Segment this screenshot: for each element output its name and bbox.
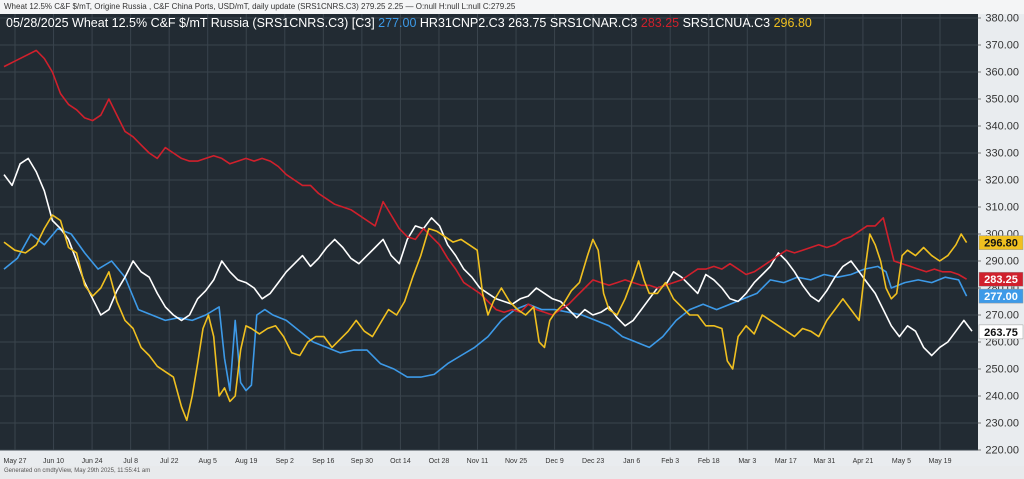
legend-value-1: 277.00 <box>378 16 416 30</box>
chart-info-bar: Wheat 12.5% C&F $/mT, Origine Russia , C… <box>0 0 1024 14</box>
x-tick-label: Oct 14 <box>390 458 411 465</box>
series-line-hr31cnp2-c3 <box>3 157 973 357</box>
x-tick-label: Nov 25 <box>505 458 527 465</box>
y-tick-label: 250.00 <box>985 364 1019 376</box>
last-value-tag-bg <box>978 271 1024 287</box>
last-value-tag: 296.80 <box>984 238 1018 250</box>
y-tick-label: 380.00 <box>985 14 1019 25</box>
series-line-srs1cnua-c3 <box>3 214 968 422</box>
x-tick-label: May 19 <box>929 458 952 465</box>
x-tick-label: Nov 11 <box>467 458 489 465</box>
x-tick-label: Mar 31 <box>813 458 835 465</box>
last-value-tag-bg <box>978 288 1024 304</box>
last-value-tags: 277.00 263.75 283.25 296.80 <box>978 235 1024 340</box>
legend-symbol-2: HR31CNP2.C3 <box>420 16 505 30</box>
y-tick-label: 260.00 <box>985 337 1019 349</box>
x-tick-label: Mar 17 <box>775 458 797 465</box>
y-tick-label: 330.00 <box>985 148 1019 160</box>
last-value-tag: 277.00 <box>984 291 1018 303</box>
last-value-tag: 263.75 <box>984 327 1018 339</box>
x-axis-tick-labels: May 27 Jun 10 Jun 24 Jul 8 Jul 22 Aug 5 Aug 19… <box>4 458 952 465</box>
x-tick-label: Jan 6 <box>623 458 640 465</box>
x-tick-label: Sep 16 <box>312 458 334 465</box>
x-tick-label: Dec 9 <box>545 458 563 465</box>
last-value-tag-bg <box>978 235 1024 250</box>
y-tick-label: 310.00 <box>985 202 1019 214</box>
y-tick-label: 340.00 <box>985 121 1019 133</box>
x-tick-label: Sep 2 <box>276 458 294 465</box>
legend-symbol-4: SRS1CNUA.C3 <box>683 16 771 30</box>
y-tick-label: 370.00 <box>985 40 1019 52</box>
legend-value-4: 296.80 <box>774 16 812 30</box>
y-tick-label: 320.00 <box>985 175 1019 187</box>
x-tick-label: May 5 <box>892 458 911 465</box>
x-tick-label: Apr 21 <box>853 458 874 465</box>
legend-value-2: 263.75 <box>508 16 546 30</box>
x-tick-label: Mar 3 <box>738 458 756 465</box>
y-tick-label: 270.00 <box>985 310 1019 322</box>
x-tick-label: Aug 19 <box>235 458 257 465</box>
last-value-tag-bg <box>978 324 1024 340</box>
x-tick-label: Feb 3 <box>661 458 679 465</box>
x-tick-label: Jul 22 <box>160 458 179 465</box>
y-axis-panel <box>978 14 1024 450</box>
x-tick-label: Jun 10 <box>43 458 64 465</box>
x-tick-label: Aug 5 <box>199 458 217 465</box>
legend-value-3: 283.25 <box>641 16 679 30</box>
price-chart[interactable]: 220.00230.00240.00250.00260.00270.00280.… <box>0 13 1024 466</box>
x-axis-panel <box>0 450 1024 466</box>
x-tick-label: Jun 24 <box>82 458 103 465</box>
y-tick-label: 220.00 <box>985 445 1019 457</box>
y-tick-label: 360.00 <box>985 67 1019 79</box>
footer-bar: Generated on cmdtyView, May 29th 2025, 1… <box>0 466 1024 479</box>
x-tick-label: Feb 18 <box>698 458 720 465</box>
y-tick-label: 350.00 <box>985 94 1019 106</box>
x-tick-label: Dec 23 <box>582 458 604 465</box>
x-tick-label: Oct 28 <box>429 458 450 465</box>
plot-background <box>0 14 978 450</box>
grid-lines <box>0 14 978 451</box>
chart-info-text: Wheat 12.5% C&F $/mT, Origine Russia , C… <box>4 2 516 11</box>
y-tick-label: 290.00 <box>985 256 1019 268</box>
series-lines <box>3 49 973 422</box>
legend-line: 05/28/2025 Wheat 12.5% C&F $/mT Russia (… <box>6 16 812 30</box>
y-tick-label: 240.00 <box>985 391 1019 403</box>
y-tick-label: 230.00 <box>985 418 1019 430</box>
x-tick-label: May 27 <box>4 458 27 465</box>
last-value-tag: 283.25 <box>984 274 1018 286</box>
footer-text: Generated on cmdtyView, May 29th 2025, 1… <box>4 468 151 474</box>
legend-title: Wheat 12.5% C&F $/mT Russia (SRS1CNRS.C3… <box>72 16 375 30</box>
x-tick-label: Sep 30 <box>351 458 373 465</box>
legend-date: 05/28/2025 <box>6 16 69 30</box>
legend-symbol-3: SRS1CNAR.C3 <box>550 16 638 30</box>
chart-area[interactable]: 220.00 230.00 240.00 250.00 260.00 270.00 280.… <box>0 13 1024 466</box>
x-tick-label: Jul 8 <box>123 458 138 465</box>
